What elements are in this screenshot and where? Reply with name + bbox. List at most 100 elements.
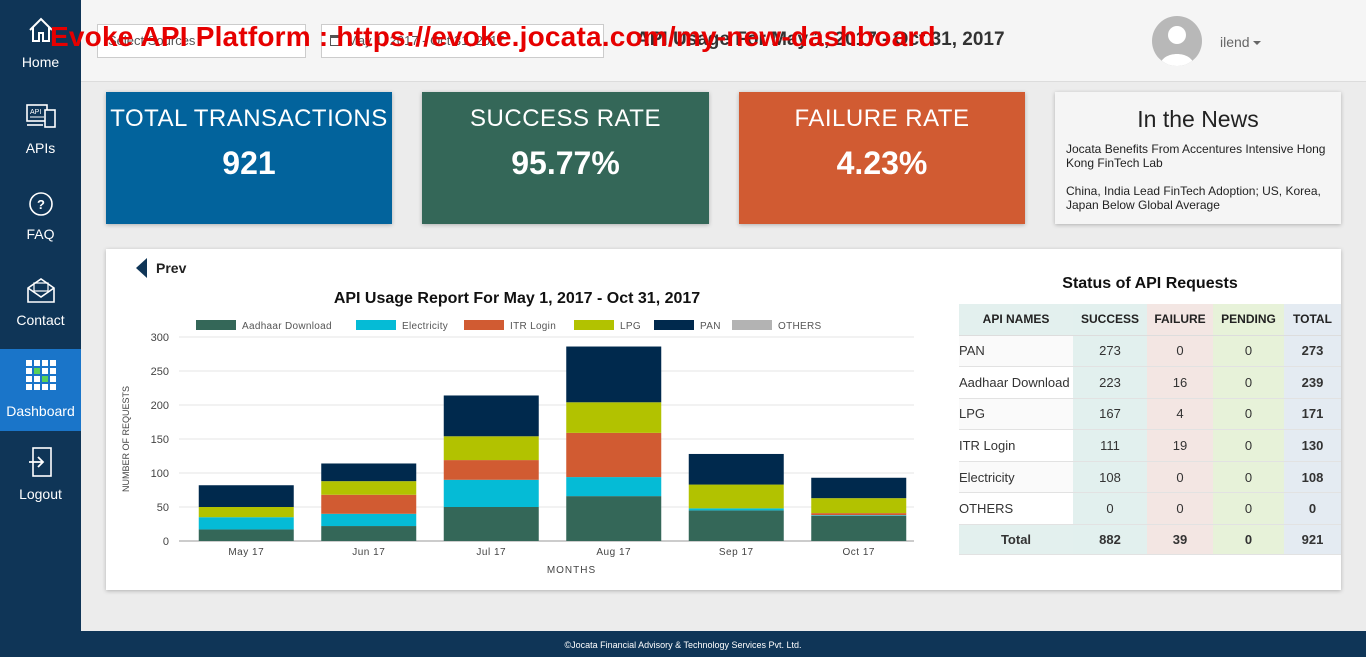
sidebar-item-apis[interactable]: API APIs xyxy=(0,88,81,170)
legend-swatch xyxy=(654,320,694,330)
bar-segment xyxy=(321,513,417,527)
logout-icon xyxy=(25,446,57,478)
x-tick-label: Aug 17 xyxy=(596,547,631,558)
news-card: In the News Jocata Benefits From Accentu… xyxy=(1055,92,1341,224)
bar-segment xyxy=(443,460,539,480)
kpi-value: 95.77% xyxy=(511,145,620,181)
sidebar-item-faq[interactable]: ? FAQ xyxy=(0,174,81,256)
column-header: PENDING xyxy=(1213,304,1284,336)
x-tick-label: Jun 17 xyxy=(352,547,385,558)
home-icon xyxy=(25,14,57,46)
bar-segment xyxy=(321,494,417,514)
bar-segment xyxy=(321,463,417,482)
table-total-row: Total 882 39 0 921 xyxy=(959,524,1341,556)
legend-swatch xyxy=(574,320,614,330)
bar-segment xyxy=(566,402,662,433)
legend-label: Electricity xyxy=(402,321,448,332)
sidebar-item-label: Logout xyxy=(19,486,62,502)
table-cell: 0 xyxy=(1147,335,1213,368)
bar-segment xyxy=(198,517,294,530)
table-row: LPG 167 4 0 171 xyxy=(959,398,1341,431)
status-table: API NAMES SUCCESS FAILURE PENDING TOTAL … xyxy=(959,304,1341,556)
table-cell: 39 xyxy=(1147,524,1213,556)
bar-segment xyxy=(321,481,417,495)
sidebar-item-label: Home xyxy=(21,54,60,70)
column-header: SUCCESS xyxy=(1073,304,1147,336)
bar-segment xyxy=(566,477,662,497)
report-panel: Prev API Usage Report For May 1, 2017 - … xyxy=(106,249,1341,590)
bar-segment xyxy=(811,498,907,514)
table-cell: 921 xyxy=(1284,524,1341,556)
table-cell: 111 xyxy=(1073,429,1147,462)
sidebar-item-home[interactable]: Home xyxy=(0,0,81,82)
table-cell: 19 xyxy=(1147,429,1213,462)
sidebar-item-dashboard[interactable]: Dashboard xyxy=(0,349,81,431)
avatar[interactable] xyxy=(1152,16,1202,66)
table-cell: 882 xyxy=(1073,524,1147,556)
top-bar: Select Sources May 1, 2017 - Oct 31, 201… xyxy=(81,0,1366,82)
prev-label: Prev xyxy=(156,260,187,276)
table-cell: 273 xyxy=(1073,335,1147,368)
x-tick-label: Jul 17 xyxy=(476,547,506,558)
table-cell: 0 xyxy=(1213,429,1284,462)
total-transactions-card: TOTAL TRANSACTIONS 921 xyxy=(106,92,392,224)
news-item[interactable]: China, India Lead FinTech Adoption; US, … xyxy=(1066,184,1321,212)
kpi-title: FAILURE RATE xyxy=(794,105,970,132)
table-cell: 0 xyxy=(1073,492,1147,526)
caret-left-icon xyxy=(136,258,147,278)
table-cell: 171 xyxy=(1284,398,1341,431)
x-tick-label: May 17 xyxy=(228,547,264,558)
table-cell: 0 xyxy=(1213,366,1284,399)
bar-segment xyxy=(566,496,662,541)
bar-segment xyxy=(198,507,294,518)
user-menu[interactable]: ilend xyxy=(1220,34,1261,50)
legend-swatch xyxy=(196,320,236,330)
sidebar-item-label: FAQ xyxy=(26,226,55,242)
chart-title: API Usage Report For May 1, 2017 - Oct 3… xyxy=(333,290,701,307)
table-cell: 16 xyxy=(1147,366,1213,399)
table-cell: 223 xyxy=(1073,366,1147,399)
sidebar-item-contact[interactable]: Contact xyxy=(0,260,81,342)
user-name: ilend xyxy=(1220,34,1250,50)
bar-segment xyxy=(566,346,662,403)
bar-segment xyxy=(321,526,417,541)
table-cell: 0 xyxy=(1284,492,1341,526)
table-cell: 108 xyxy=(1073,461,1147,494)
api-name-cell: OTHERS xyxy=(959,492,1073,526)
bar-segment xyxy=(811,477,907,499)
sidebar-item-logout[interactable]: Logout xyxy=(0,436,81,518)
legend-label: Aadhaar Download xyxy=(242,321,332,332)
y-tick-label: 0 xyxy=(163,536,169,548)
success-rate-card: SUCCESS RATE 95.77% xyxy=(422,92,709,224)
api-name-cell: ITR Login xyxy=(959,429,1073,462)
legend-label: LPG xyxy=(620,321,641,332)
api-name-cell: Electricity xyxy=(959,461,1073,494)
kpi-value: 4.23% xyxy=(836,145,928,181)
sidebar-item-label: APIs xyxy=(25,140,56,156)
x-tick-label: Oct 17 xyxy=(843,547,875,558)
sidebar: Home API APIs ? FAQ Contact xyxy=(0,0,81,631)
table-header-row: API NAMES SUCCESS FAILURE PENDING TOTAL xyxy=(959,304,1341,336)
bar-segment xyxy=(811,515,907,541)
y-tick-label: 300 xyxy=(151,332,169,344)
api-usage-chart: 0 50 100 150 200 250 300 NUMBER OF REQUESTS MONT… xyxy=(121,320,914,576)
api-name-cell: Aadhaar Download xyxy=(959,366,1073,399)
sidebar-item-label: Contact xyxy=(16,312,65,328)
api-name-cell: LPG xyxy=(959,398,1073,431)
bar-segment xyxy=(811,515,907,516)
bar-segment xyxy=(198,529,294,541)
bar-segment xyxy=(688,508,784,511)
api-source-select[interactable]: Select Sources xyxy=(97,24,306,58)
table-cell: 273 xyxy=(1284,335,1341,368)
svg-text:API: API xyxy=(30,109,41,116)
news-title: In the News xyxy=(1137,106,1259,132)
dashboard-grid-icon xyxy=(25,359,57,391)
column-header: API NAMES xyxy=(959,304,1073,336)
table-row: OTHERS 0 0 0 0 xyxy=(959,492,1341,526)
bar-segment xyxy=(443,436,539,461)
x-axis-label: MONTHS xyxy=(547,565,596,576)
prev-button[interactable]: Prev xyxy=(136,258,186,278)
x-tick-label: Sep 17 xyxy=(719,547,754,558)
news-item[interactable]: Jocata Benefits From Accentures Intensiv… xyxy=(1066,142,1326,170)
date-range-picker[interactable]: May 1, 2017 - Oct 31, 2017 xyxy=(321,24,604,58)
